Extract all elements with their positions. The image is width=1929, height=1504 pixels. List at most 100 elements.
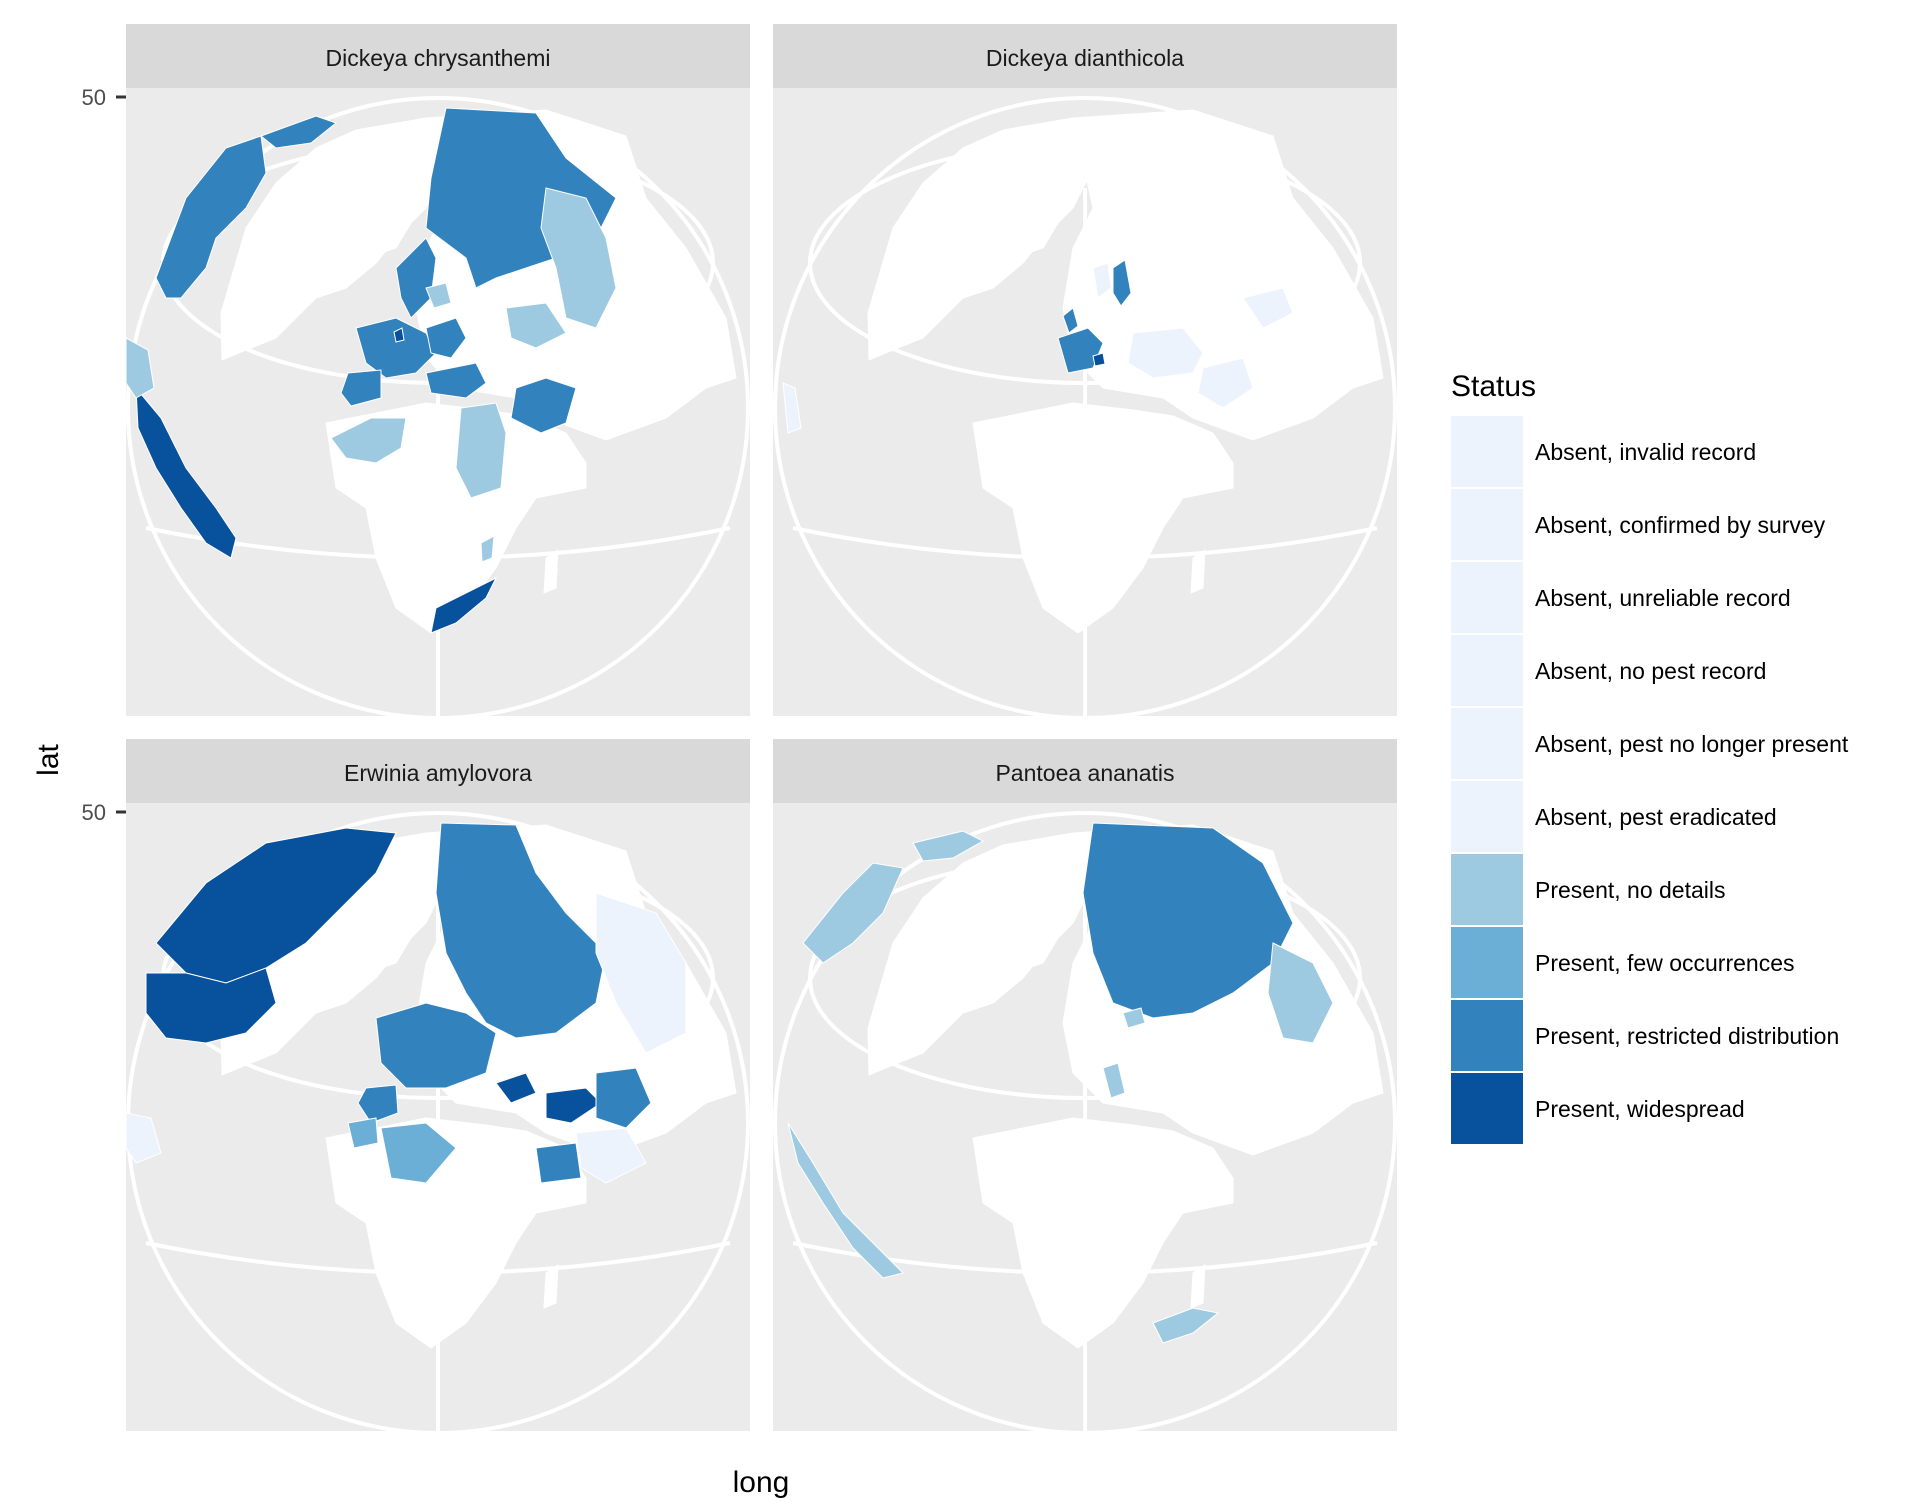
- legend-entry: Present, few occurrences: [1451, 927, 1795, 998]
- region-netherlands: [393, 327, 405, 343]
- legend-swatch: [1451, 781, 1523, 852]
- region-iran: [510, 377, 577, 434]
- greenland-landmass: [972, 872, 1074, 979]
- region-iran: [595, 1067, 652, 1129]
- region-western-europe: [355, 317, 437, 379]
- madagascar-landmass: [543, 549, 559, 594]
- greenland-landmass: [325, 157, 427, 264]
- region-canada: [802, 862, 904, 964]
- region-south-africa: [430, 576, 498, 634]
- madagascar-landmass: [543, 1264, 559, 1309]
- globe-outline: [773, 811, 1397, 1431]
- region-central-america: [126, 337, 155, 399]
- region-switzerland: [1092, 352, 1106, 367]
- region-finland: [1112, 259, 1132, 307]
- status-regions: [126, 107, 617, 634]
- region-europe: [375, 1002, 497, 1089]
- region-alaska: [912, 830, 985, 862]
- facet-panel-pantoea-ananatis: Pantoea ananatis: [773, 739, 1397, 1431]
- region-russia: [435, 822, 607, 1039]
- region-italy: [1102, 1062, 1126, 1099]
- region-eastern-europe: [1127, 327, 1204, 379]
- region-kazakhstan: [505, 302, 567, 349]
- region-canada: [155, 135, 267, 299]
- legend-entry: Present, widespread: [1451, 1073, 1745, 1144]
- region-egypt: [535, 1142, 582, 1184]
- region-ukraine: [1197, 357, 1254, 409]
- x-axis-title: long: [733, 1466, 790, 1499]
- legend-entry: Absent, unreliable record: [1451, 562, 1791, 633]
- legend-label: Absent, pest eradicated: [1535, 804, 1777, 830]
- region-south-africa: [1152, 1307, 1220, 1344]
- legend-label: Absent, invalid record: [1535, 439, 1756, 465]
- region-iberia: [340, 369, 382, 407]
- legend-label: Present, widespread: [1535, 1096, 1745, 1122]
- legend-entry: Absent, pest no longer present: [1451, 708, 1849, 779]
- region-morocco: [347, 1117, 379, 1149]
- region-eastern-europe: [425, 317, 467, 359]
- legend-swatch: [1451, 489, 1523, 560]
- legend-swatch: [1451, 854, 1523, 925]
- legend-label: Absent, no pest record: [1535, 658, 1766, 684]
- legend-entry: Present, restricted distribution: [1451, 1000, 1839, 1071]
- facet-title: Dickeya chrysanthemi: [326, 45, 551, 71]
- legend-entry: Absent, invalid record: [1451, 416, 1756, 487]
- region-turkey: [545, 1087, 602, 1124]
- africa-landmass: [972, 1117, 1234, 1349]
- legend-label: Absent, pest no longer present: [1535, 731, 1849, 757]
- legend-swatch: [1451, 416, 1523, 487]
- region-china: [595, 892, 687, 1054]
- legend-swatch: [1451, 708, 1523, 779]
- globe-outline: [126, 96, 750, 716]
- facet-panel-dickeya-dianthicola: Dickeya dianthicola: [773, 24, 1397, 716]
- facet-title: Erwinia amylovora: [344, 760, 532, 786]
- legend-label: Absent, confirmed by survey: [1535, 512, 1826, 538]
- region-china: [540, 187, 617, 329]
- region-china: [1267, 942, 1334, 1044]
- facet-panel-dickeya-chrysanthemi: Dickeya chrysanthemi: [126, 24, 750, 716]
- africa-landmass: [972, 402, 1234, 634]
- facet-panel-erwinia-amylovora: Erwinia amylovora: [126, 739, 750, 1431]
- facet-strip: [773, 739, 1397, 803]
- y-axis-title: lat: [32, 743, 65, 775]
- region-saudi-arabia: [575, 1127, 647, 1184]
- facet-strip: [126, 24, 750, 88]
- region-poland: [1122, 1007, 1146, 1029]
- region-central-america: [126, 1112, 162, 1164]
- legend-swatch: [1451, 1000, 1523, 1071]
- legend-entries: Absent, invalid record Absent, confirmed …: [1451, 416, 1849, 1144]
- facet-strip: [773, 24, 1397, 88]
- region-algeria: [380, 1122, 457, 1184]
- region-alaska: [259, 115, 338, 149]
- legend-swatch: [1451, 927, 1523, 998]
- greenland-landmass: [972, 157, 1074, 264]
- legend-swatch: [1451, 562, 1523, 633]
- region-mexico-and-california: [135, 386, 237, 559]
- region-egypt-and-sudan: [455, 402, 507, 499]
- region-central-asia: [1242, 287, 1294, 329]
- madagascar-landmass: [1190, 549, 1206, 594]
- region-mexico-and-california: [787, 1122, 904, 1279]
- y-axis-top-row: 50: [82, 85, 126, 110]
- legend-label: Present, no details: [1535, 877, 1726, 903]
- region-norway: [1092, 262, 1112, 299]
- facet-title: Dickeya dianthicola: [986, 45, 1184, 71]
- y-axis-bottom-row: 50: [82, 800, 126, 825]
- region-algeria: [330, 417, 407, 464]
- region-great-britain: [1062, 307, 1079, 334]
- region-mediterranean: [425, 362, 487, 399]
- facet-title: Pantoea ananatis: [995, 760, 1174, 786]
- globe-outline: [773, 96, 1397, 716]
- region-united-states: [145, 967, 277, 1044]
- legend-label: Absent, unreliable record: [1535, 585, 1791, 611]
- region-baltic: [425, 282, 452, 309]
- legend-entry: Absent, pest eradicated: [1451, 781, 1777, 852]
- region-russia: [1082, 822, 1294, 1019]
- legend-label: Present, restricted distribution: [1535, 1023, 1839, 1049]
- region-balkans: [495, 1072, 537, 1104]
- y-tick-label: 50: [82, 800, 106, 825]
- legend-entry: Present, no details: [1451, 854, 1726, 925]
- status-regions: [782, 259, 1294, 434]
- status-regions: [787, 822, 1334, 1344]
